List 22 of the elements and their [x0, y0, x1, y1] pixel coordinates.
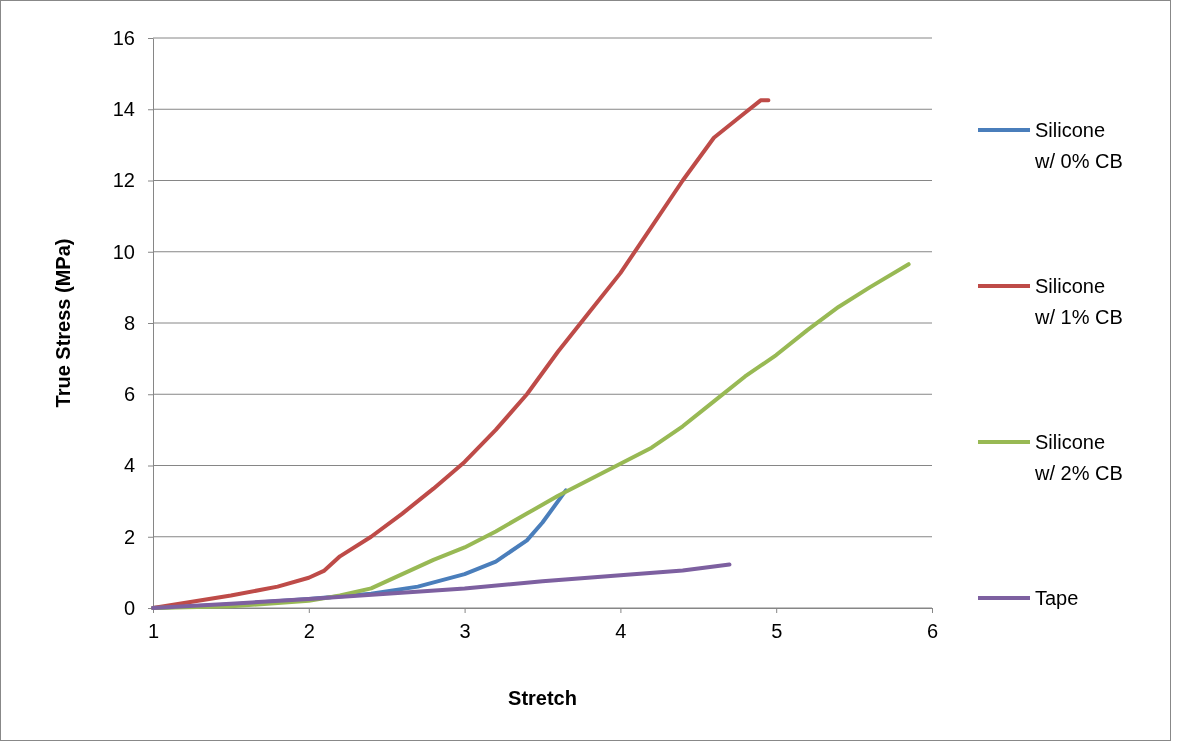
legend-label: Silicone w/ 2% CB [1034, 431, 1123, 484]
y-tick-label: 6 [123, 383, 135, 406]
y-tick-label: 0 [123, 596, 135, 619]
y-tick-label: 4 [123, 454, 135, 477]
x-tick-label: 1 [147, 620, 160, 642]
y-tick-label: 16 [112, 26, 135, 49]
y-tick-label: 14 [112, 98, 135, 121]
x-axis-title: Stretch [508, 687, 577, 709]
legend-label: Tape [1035, 587, 1079, 609]
line-series [151, 562, 732, 610]
y-tick-label: 2 [123, 525, 135, 548]
y-tick-label: 10 [112, 240, 135, 263]
x-tick-label: 2 [303, 620, 315, 642]
x-tick-label: 4 [615, 620, 627, 642]
legend-label: Silicone w/ 0% CB [1034, 119, 1123, 172]
x-tick-label: 3 [459, 620, 471, 642]
legend-label: Silicone w/ 1% CB [1034, 275, 1123, 328]
x-tick-label: 6 [926, 620, 939, 642]
x-tick-label: 5 [771, 620, 783, 642]
y-axis-title: True Stress (MPa) [52, 238, 74, 408]
y-tick-label: 8 [123, 311, 135, 334]
y-tick-label: 12 [112, 169, 135, 192]
